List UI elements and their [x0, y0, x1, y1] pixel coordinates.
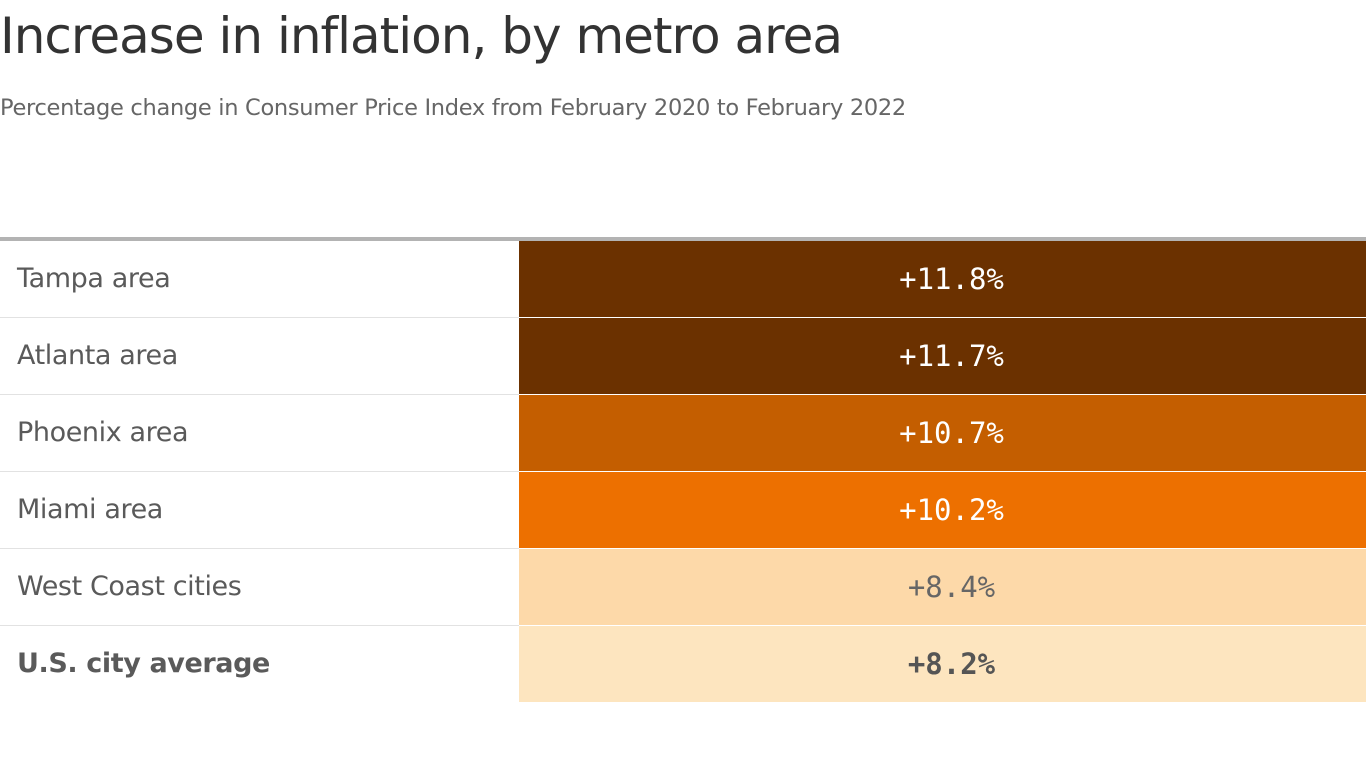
- value-cell: +11.7%: [519, 318, 1366, 395]
- inflation-table: Tampa area +11.8% Atlanta area +11.7% Ph…: [0, 237, 1366, 703]
- metro-label: Miami area: [17, 494, 163, 525]
- metro-label: Atlanta area: [17, 340, 178, 371]
- metro-label-cell: Miami area: [0, 472, 519, 549]
- value-cell: +8.4%: [519, 549, 1366, 626]
- metro-label-cell: Atlanta area: [0, 318, 519, 395]
- chart-subtitle: Percentage change in Consumer Price Inde…: [0, 95, 906, 121]
- table-row: West Coast cities +8.4%: [0, 549, 1366, 626]
- table-row: Atlanta area +11.7%: [0, 318, 1366, 395]
- table-row: Miami area +10.2%: [0, 472, 1366, 549]
- value-cell: +10.2%: [519, 472, 1366, 549]
- value-label: +8.2%: [907, 647, 996, 681]
- chart-title: Increase in inflation, by metro area: [0, 7, 843, 65]
- metro-label-cell: Tampa area: [0, 241, 519, 318]
- value-label: +10.7%: [899, 416, 1004, 450]
- value-label: +11.7%: [899, 339, 1004, 373]
- table-row: U.S. city average +8.2%: [0, 626, 1366, 703]
- metro-label: Phoenix area: [17, 417, 189, 448]
- metro-label: Tampa area: [17, 263, 171, 294]
- value-label: +11.8%: [899, 262, 1004, 296]
- value-cell: +11.8%: [519, 241, 1366, 318]
- metro-label: U.S. city average: [17, 648, 270, 679]
- value-label: +8.4%: [907, 570, 996, 604]
- metro-label-cell: U.S. city average: [0, 626, 519, 702]
- metro-label-cell: West Coast cities: [0, 549, 519, 626]
- table-row: Phoenix area +10.7%: [0, 395, 1366, 472]
- value-cell: +10.7%: [519, 395, 1366, 472]
- table-row: Tampa area +11.8%: [0, 241, 1366, 318]
- metro-label: West Coast cities: [17, 571, 242, 602]
- value-label: +10.2%: [899, 493, 1004, 527]
- value-cell: +8.2%: [519, 626, 1366, 702]
- metro-label-cell: Phoenix area: [0, 395, 519, 472]
